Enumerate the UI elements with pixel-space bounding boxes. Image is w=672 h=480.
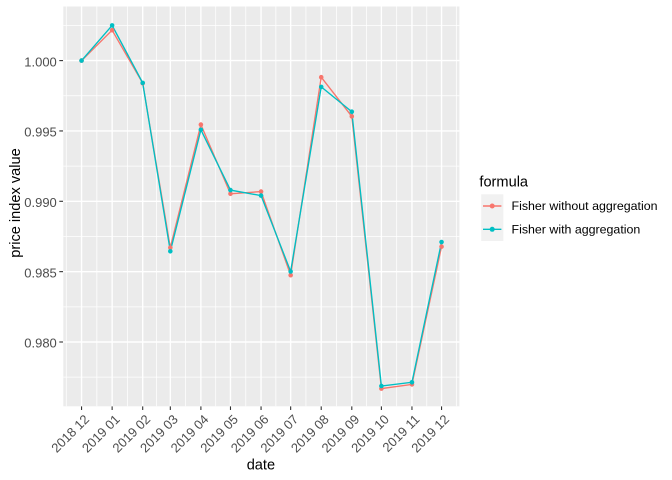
svg-text:price index value: price index value bbox=[8, 148, 24, 258]
svg-text:formula: formula bbox=[479, 175, 529, 191]
svg-text:0.995: 0.995 bbox=[24, 125, 57, 140]
svg-text:Fisher with aggregation: Fisher with aggregation bbox=[512, 223, 641, 237]
svg-text:0.980: 0.980 bbox=[24, 336, 57, 351]
svg-text:Fisher without aggregation: Fisher without aggregation bbox=[512, 199, 658, 213]
svg-text:date: date bbox=[247, 457, 275, 473]
svg-text:0.985: 0.985 bbox=[24, 265, 57, 280]
svg-text:1.000: 1.000 bbox=[24, 54, 57, 69]
svg-text:0.990: 0.990 bbox=[24, 195, 57, 210]
